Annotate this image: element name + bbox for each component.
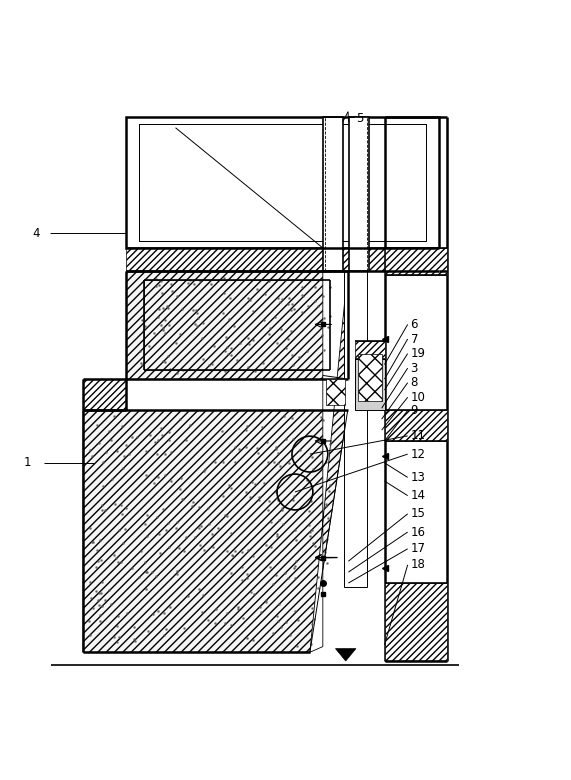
Polygon shape <box>126 271 348 379</box>
Polygon shape <box>139 124 427 241</box>
Text: 10: 10 <box>411 391 425 404</box>
Text: 3: 3 <box>411 362 418 374</box>
Text: 6: 6 <box>411 318 418 331</box>
Text: 19: 19 <box>411 347 425 360</box>
Polygon shape <box>144 280 330 370</box>
Polygon shape <box>384 410 447 441</box>
Polygon shape <box>336 649 356 661</box>
Text: 5: 5 <box>356 112 364 125</box>
Polygon shape <box>355 341 384 360</box>
Text: 14: 14 <box>411 489 425 502</box>
Polygon shape <box>83 379 126 410</box>
Text: 17: 17 <box>411 542 425 555</box>
Polygon shape <box>384 583 447 661</box>
Polygon shape <box>357 353 381 401</box>
Text: 7: 7 <box>411 332 418 346</box>
Polygon shape <box>310 271 348 652</box>
Polygon shape <box>355 360 384 410</box>
Polygon shape <box>126 248 439 271</box>
Text: 4: 4 <box>33 227 40 240</box>
Text: 8: 8 <box>411 376 418 389</box>
Text: 1: 1 <box>24 456 31 470</box>
Text: 15: 15 <box>411 507 425 520</box>
Polygon shape <box>349 117 369 271</box>
Polygon shape <box>325 379 345 405</box>
Text: 11: 11 <box>411 430 425 442</box>
Polygon shape <box>83 410 348 652</box>
Text: 18: 18 <box>411 558 425 571</box>
Polygon shape <box>323 117 343 271</box>
Text: 16: 16 <box>411 526 425 538</box>
Text: 9: 9 <box>411 404 418 417</box>
Text: 12: 12 <box>411 448 425 461</box>
Polygon shape <box>384 248 447 275</box>
Polygon shape <box>126 117 439 248</box>
Text: 13: 13 <box>411 471 425 484</box>
Polygon shape <box>344 271 367 587</box>
